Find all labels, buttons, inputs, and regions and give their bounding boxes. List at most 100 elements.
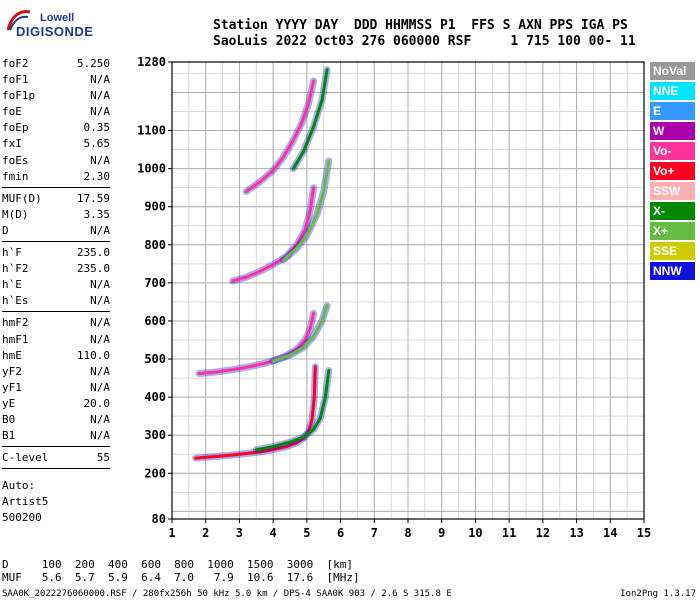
header-line2: SaoLuis 2022 Oct03 276 060000 RSF 1 715 …	[213, 34, 636, 49]
param-row: yF1 N/A	[2, 380, 110, 396]
param-row: h`F 235.0	[2, 245, 110, 261]
param-row: foE N/A	[2, 104, 110, 120]
param-name: fmin	[2, 169, 29, 183]
echo-trace-spread	[192, 363, 319, 462]
param-row: foF1p N/A	[2, 88, 110, 104]
x-tick-label: 3	[236, 526, 243, 540]
param-value: 235.0	[76, 262, 110, 276]
param-name: fxI	[2, 137, 22, 151]
param-row: foEs N/A	[2, 153, 110, 169]
param-name: B1	[2, 429, 16, 443]
x-tick-label: 5	[303, 526, 310, 540]
param-name: D	[2, 223, 9, 237]
param-value: N/A	[90, 364, 110, 378]
x-tick-label: 15	[637, 526, 651, 540]
legend-item: NNW	[650, 262, 695, 280]
param-value: N/A	[90, 73, 110, 87]
param-value: N/A	[90, 278, 110, 292]
param-row: D N/A	[2, 223, 110, 239]
param-value: N/A	[90, 223, 110, 237]
param-row: MUF(D) 17.59	[2, 191, 110, 207]
y-tick-label: 80	[152, 512, 166, 526]
param-row: hmF1 N/A	[2, 332, 110, 348]
param-name: hmE	[2, 348, 22, 362]
param-name: foF2	[2, 57, 29, 70]
param-row: B1 N/A	[2, 428, 110, 444]
param-row: yF2 N/A	[2, 364, 110, 380]
param-value: 3.35	[83, 207, 111, 221]
legend-item: E	[650, 102, 695, 120]
param-divider	[2, 241, 110, 243]
logo-line2: DIGISONDE	[16, 24, 94, 39]
param-name: foE	[2, 105, 22, 119]
param-name: foEs	[2, 153, 29, 167]
y-tick-label: 1100	[137, 124, 166, 138]
param-row: yE 20.0	[2, 396, 110, 412]
param-name: yF1	[2, 380, 22, 394]
logo-swoosh-icon	[6, 10, 31, 31]
param-value: 110.0	[76, 348, 110, 362]
x-tick-label: 8	[404, 526, 411, 540]
param-row: h`F2 235.0	[2, 261, 110, 277]
param-row: hmF2 N/A	[2, 315, 110, 331]
y-tick-label: 1280	[137, 55, 166, 69]
y-tick-label: 800	[144, 238, 166, 252]
echo-trace	[194, 365, 317, 460]
param-row: foEp 0.35	[2, 120, 110, 136]
y-tick-label: 500	[144, 352, 166, 366]
auto-version: 500200	[2, 511, 42, 524]
y-tick-label: 700	[144, 276, 166, 290]
echo-trace	[291, 68, 329, 171]
param-value: N/A	[90, 153, 110, 167]
param-value: 17.59	[76, 191, 110, 205]
legend-item: SSW	[650, 182, 695, 200]
param-row: h`Es N/A	[2, 293, 110, 309]
param-row: M(D) 3.35	[2, 207, 110, 223]
x-tick-label: 13	[569, 526, 583, 540]
param-name: yE	[2, 396, 16, 410]
param-row: C-level 55	[2, 450, 110, 466]
param-name: hmF2	[2, 316, 29, 330]
x-tick-label: 12	[536, 526, 550, 540]
legend-item: NNE	[650, 82, 695, 100]
param-name: MUF(D)	[2, 191, 42, 205]
param-name: M(D)	[2, 207, 29, 221]
param-value: 235.0	[76, 246, 110, 260]
param-divider	[2, 446, 110, 448]
logo-line1: Lowell	[40, 12, 75, 24]
param-name: hmF1	[2, 332, 29, 346]
param-row: fmin 2.30	[2, 169, 110, 185]
param-divider	[2, 468, 110, 470]
y-tick-label: 600	[144, 314, 166, 328]
param-value: N/A	[90, 429, 110, 443]
param-divider	[2, 186, 110, 188]
x-tick-label: 6	[337, 526, 344, 540]
param-value: 20.0	[83, 396, 111, 410]
param-name: h`E	[2, 278, 22, 292]
param-value: 55	[96, 451, 110, 465]
x-tick-label: 2	[202, 526, 209, 540]
y-tick-label: 900	[144, 200, 166, 214]
x-tick-label: 14	[603, 526, 617, 540]
param-value: N/A	[90, 105, 110, 119]
digisonde-logo: Lowell DIGISONDE	[4, 8, 114, 42]
param-name: h`F	[2, 246, 22, 260]
param-name: h`Es	[2, 294, 29, 308]
legend-item: Vo+	[650, 162, 695, 180]
legend-item: W	[650, 122, 695, 140]
autoscaling-info: Auto: Artist5 500200	[2, 478, 48, 526]
param-value: N/A	[90, 412, 110, 426]
x-tick-label: 4	[270, 526, 277, 540]
legend-item: NoVal	[650, 62, 695, 80]
echo-trace	[271, 304, 329, 363]
footer-file-info: SAA0K_2022276060000.RSF / 280fx256h 50 k…	[2, 589, 452, 599]
x-tick-label: 7	[371, 526, 378, 540]
polarization-legend: NoVal NNE E W Vo- Vo+ SSW X- X+ SSE NNW	[650, 62, 695, 282]
echo-trace	[254, 369, 331, 452]
param-name: yF2	[2, 364, 22, 378]
y-tick-label: 400	[144, 390, 166, 404]
param-divider	[2, 311, 110, 313]
param-name: foEp	[2, 121, 29, 135]
param-value: 2.30	[83, 169, 111, 183]
